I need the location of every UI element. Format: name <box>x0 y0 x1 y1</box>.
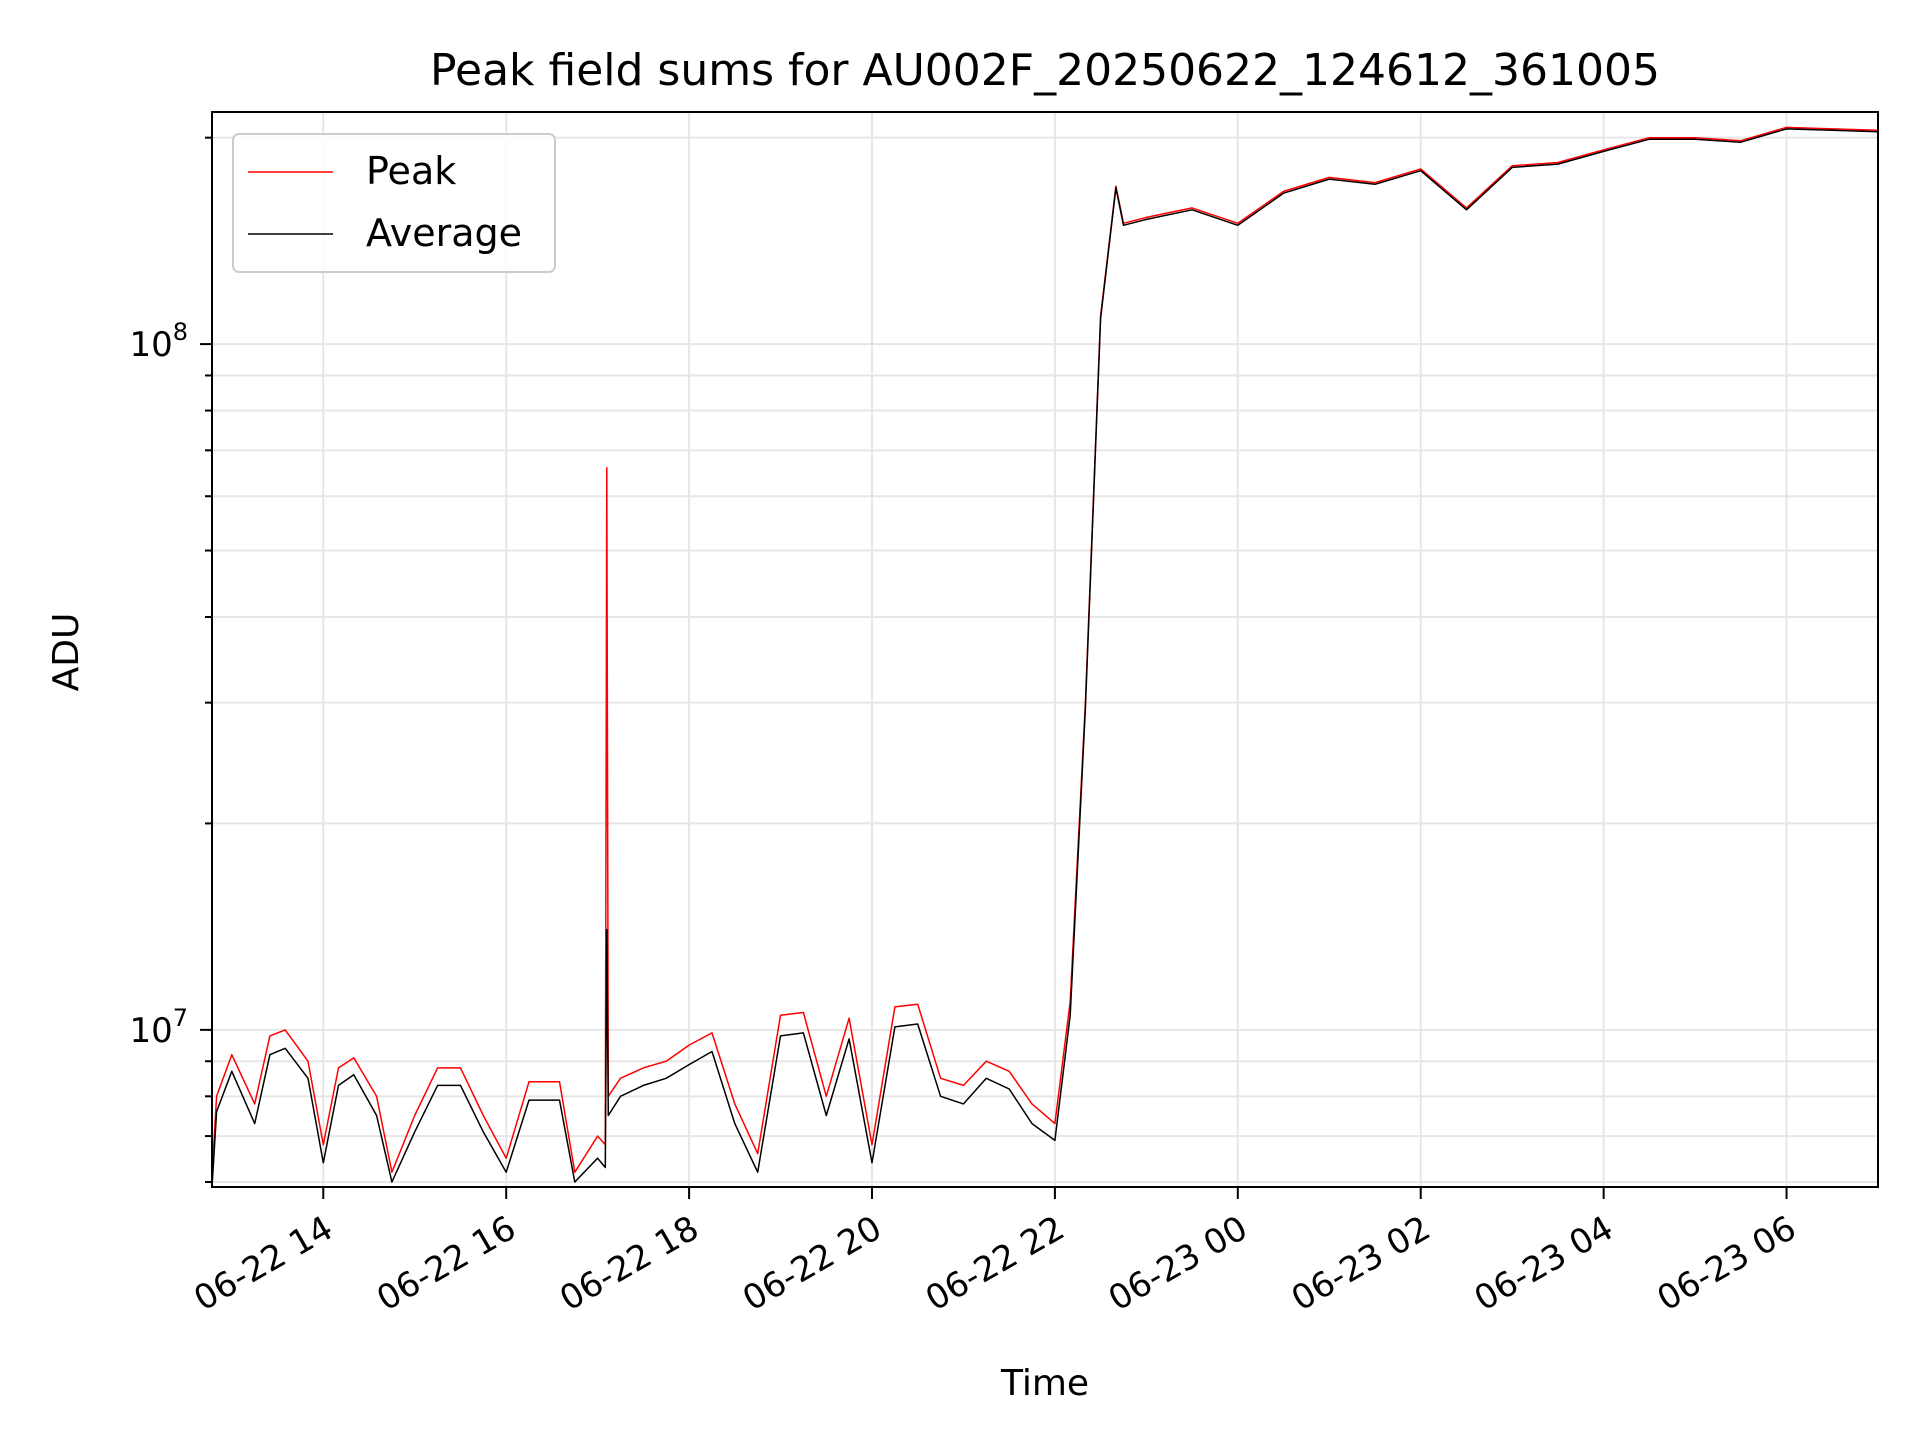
legend-label-peak: Peak <box>366 149 456 193</box>
series-line-peak <box>212 126 1878 1178</box>
chart-title: Peak field sums for AU002F_20250622_1246… <box>430 45 1660 96</box>
legend: Peak Average <box>232 133 556 273</box>
y-tick-label: 108 <box>129 318 188 365</box>
series-layer <box>212 126 1878 1187</box>
plot-frame <box>211 111 1879 1188</box>
x-axis-label: Time <box>1000 1363 1089 1404</box>
y-tick-label: 107 <box>129 1004 188 1051</box>
y-axis-label: ADU <box>46 613 87 692</box>
legend-box <box>232 133 556 273</box>
series-line-average <box>212 128 1878 1187</box>
series-group <box>212 126 1878 1187</box>
grid <box>212 112 1878 1187</box>
legend-label-average: Average <box>366 211 522 255</box>
